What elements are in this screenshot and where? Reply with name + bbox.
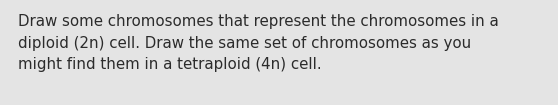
Text: Draw some chromosomes that represent the chromosomes in a
diploid (2n) cell. Dra: Draw some chromosomes that represent the…: [18, 14, 499, 72]
